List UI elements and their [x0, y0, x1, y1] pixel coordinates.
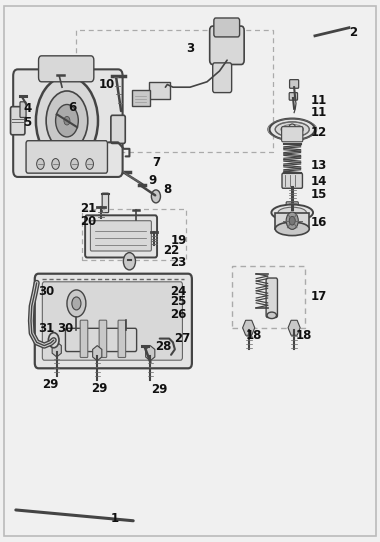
FancyBboxPatch shape: [38, 56, 94, 82]
Text: 5: 5: [23, 116, 31, 129]
Circle shape: [52, 159, 59, 169]
Text: 23: 23: [171, 256, 187, 269]
FancyBboxPatch shape: [282, 127, 303, 142]
Circle shape: [36, 76, 98, 165]
Text: 13: 13: [310, 159, 327, 171]
Ellipse shape: [278, 207, 306, 218]
Ellipse shape: [271, 204, 313, 221]
FancyBboxPatch shape: [13, 69, 123, 177]
FancyBboxPatch shape: [286, 202, 298, 210]
Circle shape: [124, 253, 136, 270]
Text: 21: 21: [80, 202, 96, 215]
Text: 7: 7: [152, 157, 160, 170]
FancyBboxPatch shape: [35, 274, 192, 369]
Text: 10: 10: [98, 78, 115, 91]
Circle shape: [286, 212, 298, 229]
Circle shape: [72, 297, 81, 310]
Text: 11: 11: [310, 106, 327, 119]
FancyBboxPatch shape: [80, 320, 88, 358]
Ellipse shape: [275, 222, 309, 236]
Circle shape: [86, 159, 93, 169]
Text: 3: 3: [186, 42, 194, 55]
Text: 4: 4: [23, 102, 31, 115]
Text: 27: 27: [174, 332, 190, 345]
Ellipse shape: [275, 122, 309, 137]
FancyBboxPatch shape: [99, 320, 107, 358]
Circle shape: [48, 333, 59, 348]
FancyBboxPatch shape: [214, 18, 240, 37]
FancyBboxPatch shape: [20, 102, 26, 118]
Text: 18: 18: [295, 330, 312, 343]
Text: 31: 31: [38, 322, 54, 335]
Text: 29: 29: [91, 382, 107, 395]
FancyBboxPatch shape: [210, 26, 244, 64]
FancyBboxPatch shape: [133, 90, 150, 106]
Text: 12: 12: [310, 126, 327, 139]
FancyBboxPatch shape: [266, 278, 277, 318]
Text: 26: 26: [171, 308, 187, 321]
FancyBboxPatch shape: [42, 282, 182, 360]
Circle shape: [64, 117, 70, 125]
Circle shape: [55, 105, 78, 137]
Circle shape: [289, 216, 295, 225]
Text: 9: 9: [148, 174, 156, 187]
FancyBboxPatch shape: [213, 63, 232, 93]
FancyBboxPatch shape: [290, 80, 299, 88]
FancyBboxPatch shape: [149, 82, 170, 99]
Text: 29: 29: [152, 383, 168, 396]
Text: 20: 20: [80, 215, 96, 228]
Bar: [232, 266, 306, 328]
FancyBboxPatch shape: [282, 173, 302, 188]
Text: 28: 28: [155, 340, 172, 353]
FancyBboxPatch shape: [65, 328, 137, 352]
Text: 25: 25: [171, 295, 187, 308]
Circle shape: [71, 159, 78, 169]
Text: 24: 24: [171, 285, 187, 298]
Text: 17: 17: [310, 290, 327, 303]
Circle shape: [46, 91, 88, 151]
Text: 22: 22: [163, 244, 179, 257]
Ellipse shape: [269, 119, 315, 140]
Text: 14: 14: [310, 175, 327, 188]
FancyBboxPatch shape: [90, 221, 151, 251]
Bar: [76, 30, 273, 152]
FancyBboxPatch shape: [102, 193, 109, 212]
Text: 30: 30: [57, 322, 73, 335]
FancyBboxPatch shape: [289, 93, 298, 100]
Text: 11: 11: [310, 94, 327, 107]
Text: 29: 29: [42, 378, 58, 391]
Circle shape: [36, 159, 44, 169]
Circle shape: [288, 124, 296, 135]
Text: 6: 6: [68, 101, 77, 114]
FancyBboxPatch shape: [85, 215, 157, 257]
Text: 8: 8: [163, 183, 171, 196]
Circle shape: [151, 190, 160, 203]
FancyBboxPatch shape: [11, 107, 25, 135]
Text: 1: 1: [110, 512, 118, 525]
Circle shape: [67, 290, 86, 317]
Text: 19: 19: [171, 234, 187, 247]
Text: 30: 30: [38, 285, 54, 298]
Text: 15: 15: [310, 188, 327, 201]
FancyBboxPatch shape: [118, 320, 126, 358]
FancyBboxPatch shape: [26, 141, 108, 173]
Text: 16: 16: [310, 216, 327, 229]
Bar: [82, 209, 186, 260]
Text: 2: 2: [349, 25, 357, 38]
Ellipse shape: [267, 312, 277, 319]
FancyBboxPatch shape: [111, 115, 125, 144]
FancyBboxPatch shape: [275, 212, 309, 229]
Text: 18: 18: [246, 330, 263, 343]
